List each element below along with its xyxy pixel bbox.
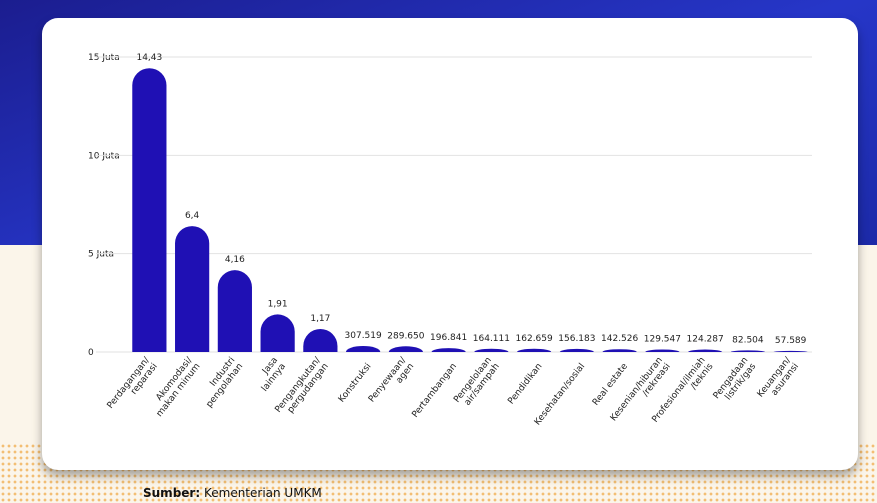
y-tick-label: 15 Juta: [88, 53, 120, 63]
value-label: 14,43: [136, 53, 162, 63]
bar: [132, 68, 167, 352]
x-tick-label: Pertambangan: [410, 362, 459, 420]
x-tick-label: Jasalainnya: [252, 356, 288, 394]
bar: [474, 348, 509, 352]
bar: [602, 349, 637, 352]
y-tick-label: 10 Juta: [88, 151, 120, 161]
value-label: 124.287: [687, 335, 724, 345]
x-tick-label: Industripengolahan: [197, 356, 245, 410]
bar: [645, 349, 680, 352]
source-text: Kementerian UMKM: [203, 486, 322, 500]
value-label: 1,17: [310, 314, 330, 324]
bar: [559, 348, 594, 352]
value-label: 289.650: [387, 331, 424, 341]
y-tick-label: 0: [88, 348, 94, 358]
value-label: 82.504: [732, 335, 764, 345]
bar: [388, 346, 423, 352]
value-label: 57.589: [775, 336, 807, 346]
bar: [773, 350, 808, 352]
x-tick-label: Keuangan/asuransi: [756, 355, 802, 406]
bar: [303, 328, 338, 352]
bar: [431, 348, 466, 352]
x-tick-label: Pengadaanlistrik/gas: [712, 355, 759, 407]
bar: [346, 345, 381, 352]
value-label: 1,91: [268, 299, 288, 309]
bar: [260, 314, 295, 352]
bar: [730, 350, 765, 352]
x-tick-label: Perdagangan/reparasi: [106, 355, 161, 417]
bar: [517, 348, 552, 352]
value-label: 6,4: [185, 211, 200, 221]
bar: [688, 349, 723, 352]
x-tick-label: Pengelolaanair/sampah: [452, 356, 502, 412]
bar: [217, 270, 252, 352]
bar: [175, 226, 210, 352]
value-label: 156.183: [558, 334, 595, 344]
value-label: 129.547: [644, 334, 681, 344]
x-tick-label-line: Pertambangan: [410, 362, 459, 420]
value-label: 196.841: [430, 333, 467, 343]
x-tick-label: Pendidikan: [506, 362, 544, 407]
source: Sumber: Kementerian UMKM: [143, 486, 322, 500]
x-tick-label-line: Pendidikan: [506, 362, 544, 407]
y-tick-label: 5 Juta: [88, 250, 114, 260]
source-label: Sumber:: [143, 486, 201, 500]
value-label: 164.111: [473, 334, 510, 344]
value-label: 307.519: [345, 331, 382, 341]
x-tick-label: Penyewaan/agen: [367, 355, 417, 411]
value-label: 4,16: [225, 255, 245, 265]
value-label: 142.526: [601, 334, 638, 344]
value-label: 162.659: [516, 334, 553, 344]
